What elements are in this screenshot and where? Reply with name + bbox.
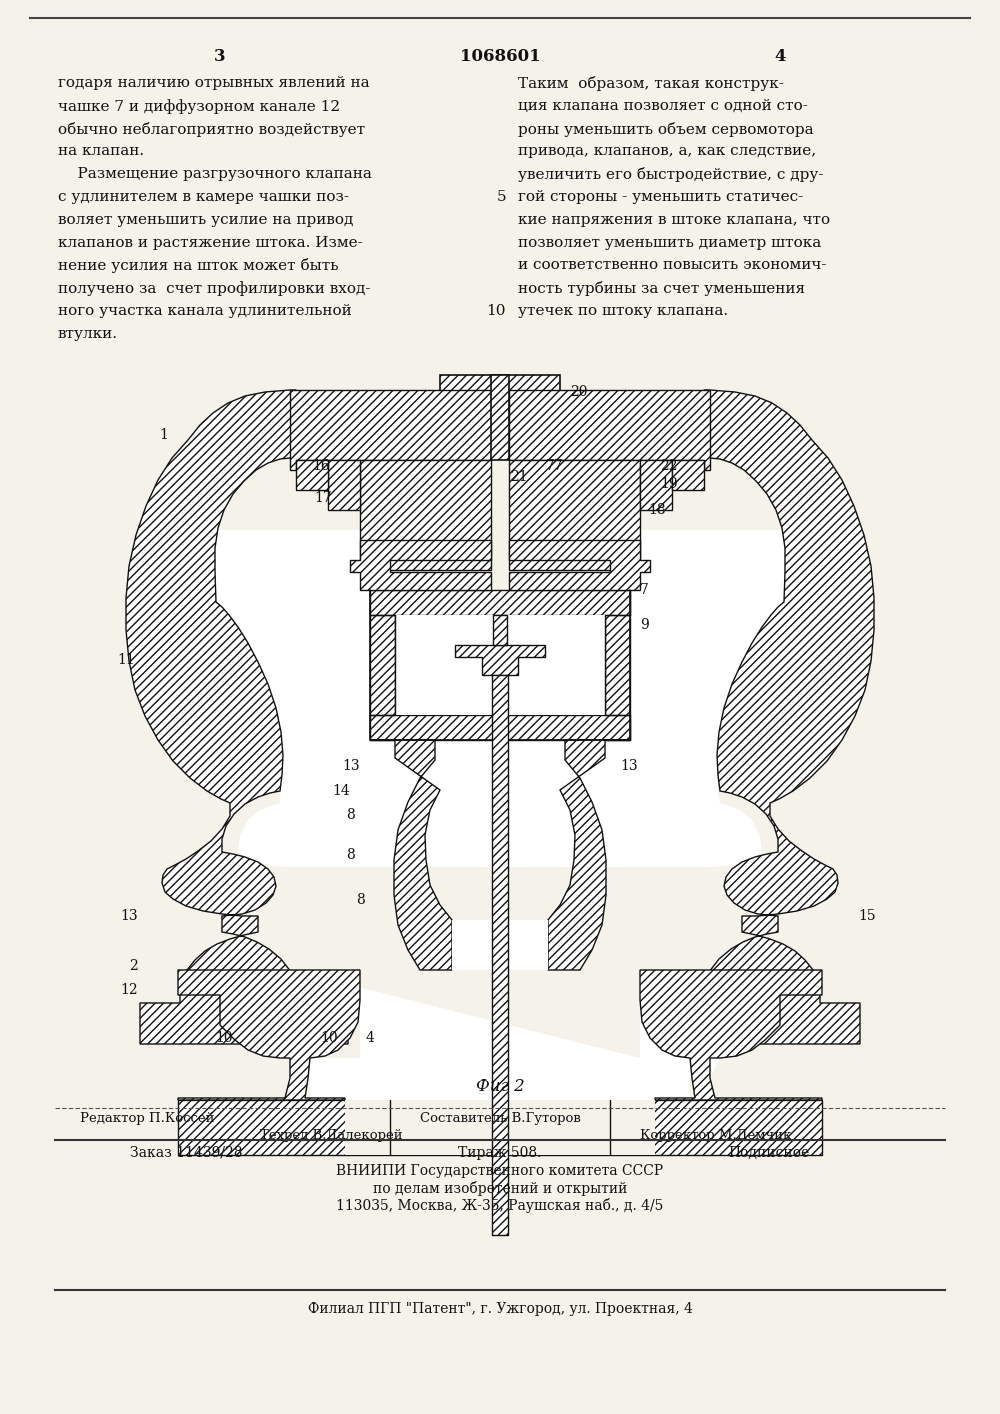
Text: 16: 16 [312, 460, 330, 474]
Text: 13: 13 [120, 909, 138, 923]
Polygon shape [605, 590, 630, 740]
Text: кие напряжения в штоке клапана, что: кие напряжения в штоке клапана, что [518, 212, 830, 226]
Text: Тираж 508.: Тираж 508. [458, 1145, 542, 1159]
Polygon shape [178, 970, 360, 1100]
Text: 8: 8 [346, 807, 355, 822]
Text: 1068601: 1068601 [460, 48, 540, 65]
Text: 77: 77 [546, 460, 564, 474]
Text: 9: 9 [640, 618, 649, 632]
Polygon shape [548, 740, 630, 970]
Text: 1: 1 [159, 428, 168, 443]
Text: Филиал ПГП "Патент", г. Ужгород, ул. Проектная, 4: Филиал ПГП "Патент", г. Ужгород, ул. Про… [308, 1302, 692, 1316]
Polygon shape [60, 375, 940, 1065]
Polygon shape [345, 1100, 655, 1155]
Text: 13: 13 [342, 759, 360, 773]
Polygon shape [390, 1100, 610, 1155]
Text: 10: 10 [486, 304, 506, 318]
Text: ВНИИПИ Государственного комитета СССР: ВНИИПИ Государственного комитета СССР [336, 1164, 664, 1178]
Text: 8: 8 [356, 894, 365, 906]
Polygon shape [360, 460, 491, 570]
Text: 8: 8 [346, 848, 355, 863]
Text: 12: 12 [120, 983, 138, 997]
Polygon shape [509, 540, 650, 590]
Polygon shape [509, 460, 640, 570]
Text: Техред В.Далекорей: Техред В.Далекорей [260, 1128, 402, 1143]
Polygon shape [126, 390, 348, 1044]
Text: 10: 10 [215, 1031, 233, 1045]
Text: Редактор П.Коссей: Редактор П.Коссей [80, 1111, 214, 1126]
Text: ность турбины за счет уменьшения: ность турбины за счет уменьшения [518, 281, 805, 296]
Text: 5: 5 [496, 189, 506, 204]
Text: получено за  счет профилировки вход-: получено за счет профилировки вход- [58, 281, 370, 296]
Text: привода, клапанов, а, как следствие,: привода, клапанов, а, как следствие, [518, 144, 816, 158]
Polygon shape [296, 460, 328, 491]
Text: гой стороны - уменьшить статичес-: гой стороны - уменьшить статичес- [518, 189, 803, 204]
Text: по делам изобретений и открытий: по делам изобретений и открытий [373, 1181, 627, 1196]
Text: Размещение разгрузочного клапана: Размещение разгрузочного клапана [58, 167, 372, 181]
Text: увеличить его быстродействие, с дру-: увеличить его быстродействие, с дру- [518, 167, 824, 182]
Text: ция клапана позволяет с одной сто-: ция клапана позволяет с одной сто- [518, 99, 808, 113]
Text: с удлинителем в камере чашки поз-: с удлинителем в камере чашки поз- [58, 189, 349, 204]
Text: Заказ 11439/28: Заказ 11439/28 [130, 1145, 242, 1159]
Polygon shape [370, 590, 630, 615]
Polygon shape [350, 540, 491, 590]
Text: 20: 20 [570, 385, 588, 399]
Text: Корректор М.Демчик: Корректор М.Демчик [640, 1128, 791, 1143]
Polygon shape [491, 375, 509, 460]
Polygon shape [215, 530, 785, 867]
Text: 7: 7 [640, 583, 649, 597]
Polygon shape [370, 590, 395, 740]
Text: 10: 10 [320, 1031, 338, 1045]
Polygon shape [328, 460, 360, 510]
Text: чашке 7 и диффузорном канале 12: чашке 7 и диффузорном канале 12 [58, 99, 340, 113]
Polygon shape [290, 970, 720, 1100]
Text: Составитель В.Гуторов: Составитель В.Гуторов [420, 1111, 580, 1126]
Polygon shape [640, 970, 822, 1100]
Text: 4: 4 [366, 1031, 375, 1045]
Text: утечек по штоку клапана.: утечек по штоку клапана. [518, 304, 728, 318]
Polygon shape [640, 460, 672, 510]
Text: 2: 2 [129, 959, 138, 973]
Text: 3: 3 [214, 48, 226, 65]
Polygon shape [452, 921, 548, 970]
Text: роны уменьшить объем сервомотора: роны уменьшить объем сервомотора [518, 122, 814, 137]
Polygon shape [370, 715, 630, 740]
Polygon shape [290, 390, 491, 469]
Polygon shape [395, 615, 605, 715]
Text: 4: 4 [774, 48, 786, 65]
Text: на клапан.: на клапан. [58, 144, 144, 158]
Text: нение усилия на шток может быть: нение усилия на шток может быть [58, 259, 338, 273]
Polygon shape [455, 645, 545, 674]
Text: 11: 11 [117, 653, 135, 667]
Polygon shape [672, 460, 704, 491]
Text: Подписное: Подписное [729, 1145, 810, 1159]
Text: воляет уменьшить усилие на привод: воляет уменьшить усилие на привод [58, 212, 353, 226]
Text: клапанов и растяжение штока. Изме-: клапанов и растяжение штока. Изме- [58, 236, 363, 250]
Text: 18: 18 [648, 503, 666, 518]
Polygon shape [178, 1100, 822, 1155]
Text: ного участка канала удлинительной: ного участка канала удлинительной [58, 304, 352, 318]
Polygon shape [493, 615, 507, 645]
Text: обычно неблагоприятно воздействует: обычно неблагоприятно воздействует [58, 122, 365, 137]
Text: и соответственно повысить экономич-: и соответственно повысить экономич- [518, 259, 826, 273]
Text: Фиг 2: Фиг 2 [476, 1077, 524, 1094]
Text: втулки.: втулки. [58, 327, 118, 341]
Text: позволяет уменьшить диаметр штока: позволяет уменьшить диаметр штока [518, 236, 821, 250]
Polygon shape [509, 390, 710, 469]
Text: 113035, Москва, Ж-35, Раушская наб., д. 4/5: 113035, Москва, Ж-35, Раушская наб., д. … [336, 1198, 664, 1213]
Text: 17: 17 [314, 491, 332, 505]
Text: 14: 14 [332, 783, 350, 797]
Polygon shape [492, 674, 508, 1234]
Text: 19: 19 [660, 477, 678, 491]
Text: 13: 13 [620, 759, 638, 773]
Text: 21: 21 [510, 469, 528, 484]
Polygon shape [370, 740, 452, 970]
Text: годаря наличию отрывных явлений на: годаря наличию отрывных явлений на [58, 76, 370, 90]
Polygon shape [652, 390, 874, 1044]
Polygon shape [440, 375, 560, 392]
Text: 15: 15 [858, 909, 876, 923]
Text: Таким  образом, такая конструк-: Таким образом, такая конструк- [518, 76, 784, 90]
Text: 22: 22 [660, 460, 678, 474]
